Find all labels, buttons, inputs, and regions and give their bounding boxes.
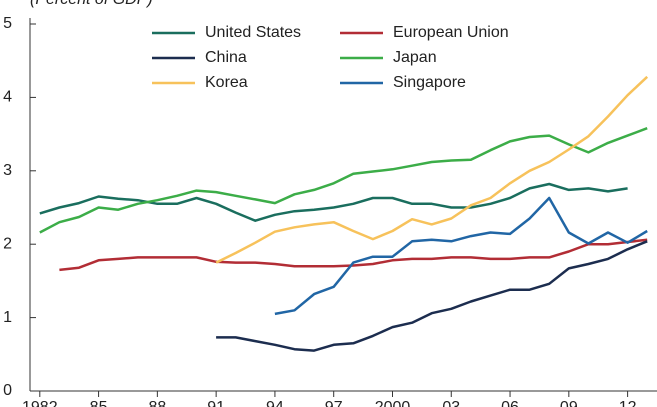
y-tick-label: 4 (3, 89, 12, 106)
y-tick-label: 0 (3, 382, 12, 399)
legend-label: China (205, 49, 247, 66)
legend-label: European Union (393, 24, 509, 41)
y-tick-label: 5 (3, 15, 12, 32)
legend-label: United States (205, 24, 301, 41)
x-tick-label: 97 (325, 399, 343, 407)
x-tick-label: 88 (148, 399, 166, 407)
subtitle: (Percent of GDP) (30, 0, 153, 8)
series-line (216, 240, 648, 352)
x-tick-label: 1982 (22, 399, 58, 407)
y-tick-label: 2 (3, 235, 12, 252)
x-tick-label: 03 (442, 399, 460, 407)
x-tick-label: 91 (207, 399, 225, 407)
legend-label: Korea (205, 74, 248, 91)
x-tick-label: 2000 (375, 399, 411, 407)
series-line (215, 75, 649, 264)
y-tick-label: 1 (3, 309, 12, 326)
x-tick-label: 09 (560, 399, 578, 407)
series-line (59, 238, 648, 272)
x-tick-label: 94 (266, 399, 284, 407)
legend-label: Japan (393, 49, 437, 66)
x-tick-label: 06 (501, 399, 519, 407)
y-tick-label: 3 (3, 162, 12, 179)
x-tick-label: 85 (90, 399, 108, 407)
series-line (39, 127, 648, 234)
series-line (39, 182, 628, 222)
series-line (274, 196, 648, 316)
x-tick-label: 12 (619, 399, 637, 407)
legend-label: Singapore (393, 74, 466, 91)
